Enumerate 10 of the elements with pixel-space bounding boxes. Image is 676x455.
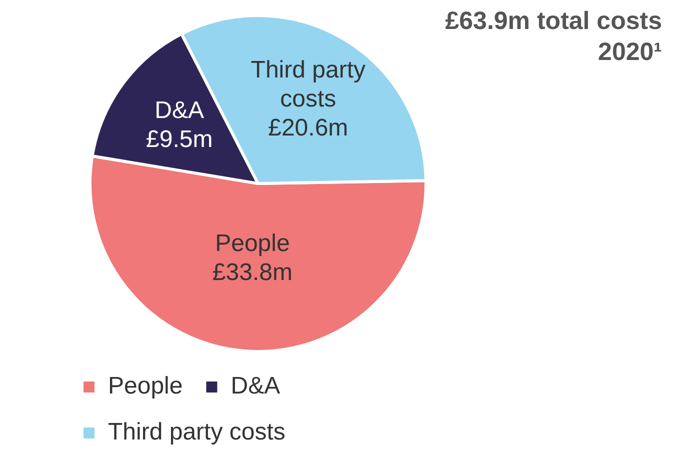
data-label: £20.6m [268, 114, 348, 142]
slice-label: Third party costs [250, 56, 366, 113]
legend-label: People [108, 372, 183, 400]
legend-label: D&A [230, 372, 280, 400]
slice-label: People [215, 230, 290, 258]
legend-label: Third party costs [108, 418, 286, 446]
data-label: £9.5m [146, 126, 213, 154]
text: £63.9m total costs 2020¹ [444, 6, 662, 68]
slice-label: D&A [154, 97, 204, 124]
data-label: £33.8m [212, 259, 292, 286]
